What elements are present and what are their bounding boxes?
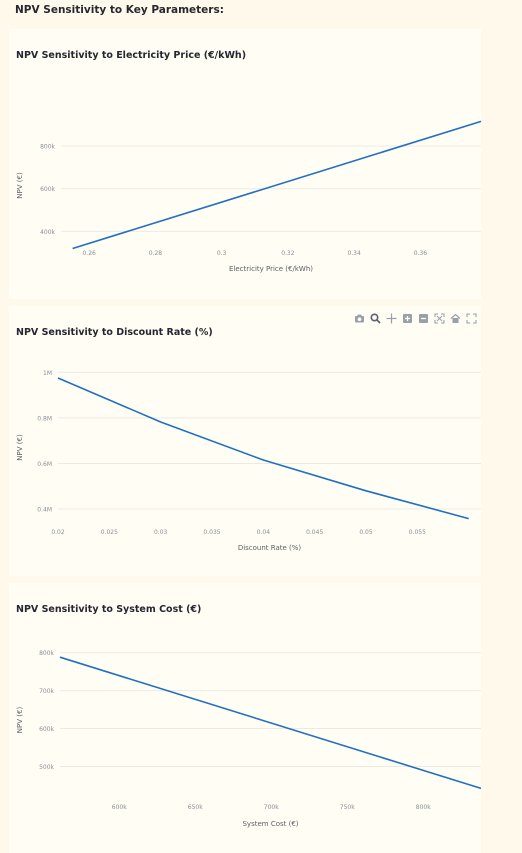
x-tick-label: 0.025 [101, 529, 118, 536]
x-tick-label: 0.035 [203, 529, 220, 536]
home-icon[interactable] [450, 313, 461, 324]
x-tick-label: 0.02 [51, 529, 65, 536]
series-line [57, 377, 469, 520]
chart-title: NPV Sensitivity to System Cost (€) [16, 604, 202, 615]
y-axis-title: NPV (€) [16, 434, 24, 461]
x-tick-label: 0.045 [306, 529, 323, 536]
x-axis-title: Electricity Price (€/kWh) [229, 265, 313, 273]
x-tick-label: 700k [264, 804, 279, 811]
zoom-out-icon[interactable] [418, 313, 429, 324]
y-tick-label: 1M [43, 370, 52, 377]
zoom-icon[interactable] [370, 312, 381, 324]
x-tick-label: 800k [416, 804, 431, 811]
x-tick-label: 750k [340, 804, 355, 811]
x-tick-label: 0.03 [154, 529, 168, 536]
x-tick-label: 0.36 [414, 250, 428, 257]
x-tick-label: 0.26 [82, 250, 96, 257]
x-tick-label: 0.04 [257, 529, 271, 536]
x-tick-label: 0.28 [149, 250, 163, 257]
y-tick-label: 400k [40, 229, 55, 236]
chart-card-discount-rate: NPV Sensitivity to Discount Rate (%) 0.4… [9, 306, 481, 576]
chart-title: NPV Sensitivity to Discount Rate (%) [16, 327, 213, 338]
x-tick-label: 650k [188, 804, 203, 811]
y-tick-label: 0.4M [37, 507, 52, 514]
chart-electricity-price[interactable]: 400k 600k 800k 0.26 0.28 0.3 0.32 0.34 0.36 Elect… [9, 29, 482, 299]
series-line [72, 120, 482, 250]
x-axis-title: System Cost (€) [242, 820, 298, 828]
x-tick-label: 0.05 [359, 529, 373, 536]
chart-toolbar [354, 311, 477, 325]
x-axis-title: Discount Rate (%) [238, 544, 302, 552]
y-tick-label: 500k [39, 764, 54, 771]
y-tick-label: 600k [39, 726, 54, 733]
y-axis-title: NPV (€) [16, 172, 24, 199]
y-tick-label: 800k [40, 143, 55, 150]
page-heading: NPV Sensitivity to Key Parameters: [15, 4, 224, 16]
x-tick-label: 0.32 [281, 250, 295, 257]
autoscale-icon[interactable] [434, 312, 445, 324]
fullscreen-icon[interactable] [466, 312, 477, 324]
chart-discount-rate[interactable]: 0.4M 0.6M 0.8M 1M 0.02 0.025 0.03 0.035 0.04 0.04… [9, 306, 481, 576]
chart-card-electricity-price: NPV Sensitivity to Electricity Price (€/… [9, 29, 482, 299]
x-tick-label: 0.34 [347, 250, 361, 257]
chart-card-system-cost: NPV Sensitivity to System Cost (€) 500k 6… [9, 583, 482, 853]
camera-icon[interactable] [354, 313, 365, 324]
x-tick-label: 0.055 [409, 529, 426, 536]
series-line [59, 656, 482, 790]
chart-title: NPV Sensitivity to Electricity Price (€/… [16, 50, 247, 61]
pan-icon[interactable] [386, 313, 397, 324]
zoom-in-icon[interactable] [402, 313, 413, 324]
x-tick-label: 0.3 [217, 250, 227, 257]
x-tick-label: 600k [112, 804, 127, 811]
y-tick-label: 700k [39, 688, 54, 695]
y-tick-label: 0.6M [37, 461, 52, 468]
y-tick-label: 0.8M [37, 415, 52, 422]
y-tick-label: 600k [40, 186, 55, 193]
y-axis-title: NPV (€) [16, 707, 24, 734]
chart-system-cost[interactable]: 500k 600k 700k 800k 600k 650k 700k 750k 800k Syst… [9, 583, 482, 843]
y-tick-label: 800k [39, 650, 54, 657]
